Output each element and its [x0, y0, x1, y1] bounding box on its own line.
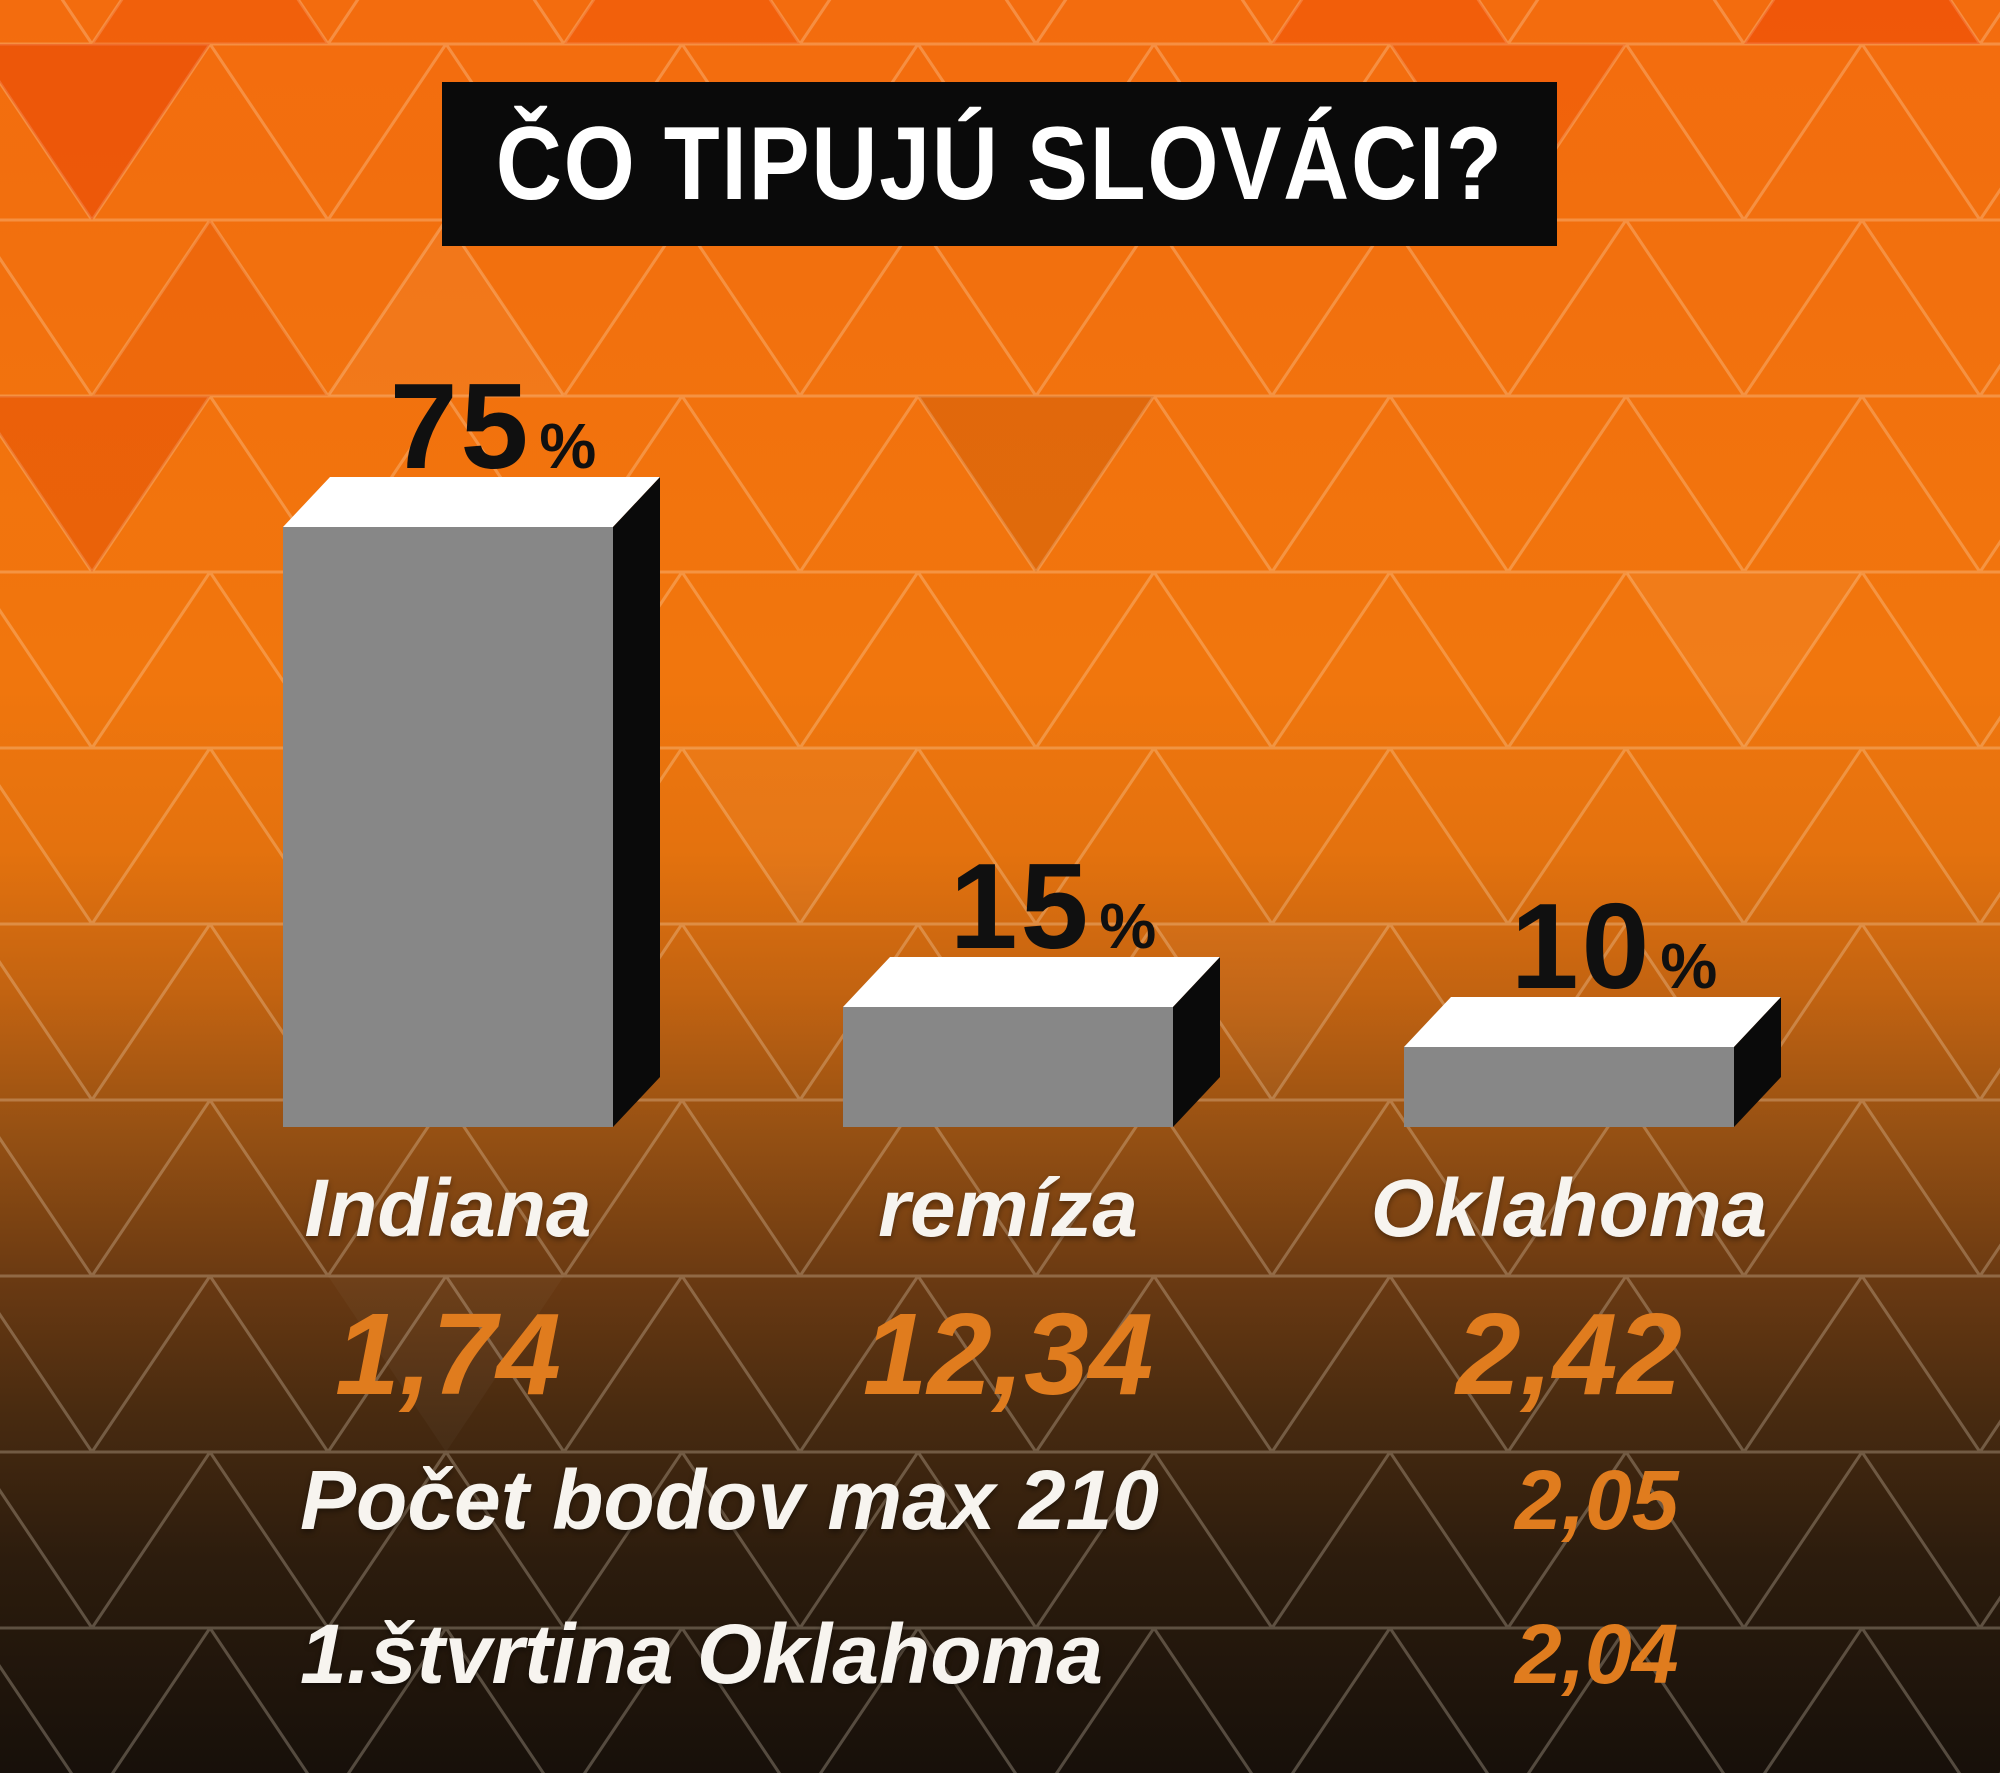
page-title: ČO TIPUJÚ SLOVÁCI?	[495, 105, 1504, 222]
bar	[1404, 997, 1781, 1127]
bar-top-face	[843, 957, 1220, 1007]
percent-sign: %	[1660, 930, 1718, 1002]
bar-front-face	[283, 527, 613, 1127]
bar-odds-value: 12,34	[862, 1289, 1154, 1419]
bar-top-face	[1404, 997, 1781, 1047]
bar-front-face	[1404, 1047, 1734, 1127]
extra-market-label: 1.štvrtina Oklahoma	[300, 1607, 1103, 1701]
bar-top-face	[283, 477, 660, 527]
bar-category-label: remíza	[878, 1163, 1138, 1254]
bar-category-label: Indiana	[304, 1163, 592, 1254]
bar-odds-value: 2,42	[1456, 1289, 1682, 1419]
bar-percent-label: 75%	[390, 365, 597, 487]
percent-value: 75	[389, 358, 532, 494]
extra-market-odds: 2,04	[1515, 1607, 1679, 1701]
percent-value: 15	[949, 838, 1092, 974]
bar-category-label: Oklahoma	[1370, 1163, 1768, 1254]
extra-market-label: Počet bodov max 210	[300, 1453, 1159, 1547]
bar-percent-label: 15%	[950, 845, 1157, 967]
bar	[283, 477, 660, 1127]
percent-sign: %	[1099, 890, 1157, 962]
extra-market-odds: 2,05	[1515, 1453, 1679, 1547]
percent-value: 10	[1510, 878, 1653, 1014]
percent-sign: %	[539, 410, 597, 482]
bar	[843, 957, 1220, 1127]
title-box: ČO TIPUJÚ SLOVÁCI?	[442, 82, 1557, 246]
bar-percent-label: 10%	[1511, 885, 1718, 1007]
bar-odds-value: 1,74	[335, 1289, 561, 1419]
bar-side-face	[1734, 997, 1781, 1127]
bar-front-face	[843, 1007, 1173, 1127]
bar-side-face	[1173, 957, 1220, 1127]
bar-side-face	[613, 477, 660, 1127]
